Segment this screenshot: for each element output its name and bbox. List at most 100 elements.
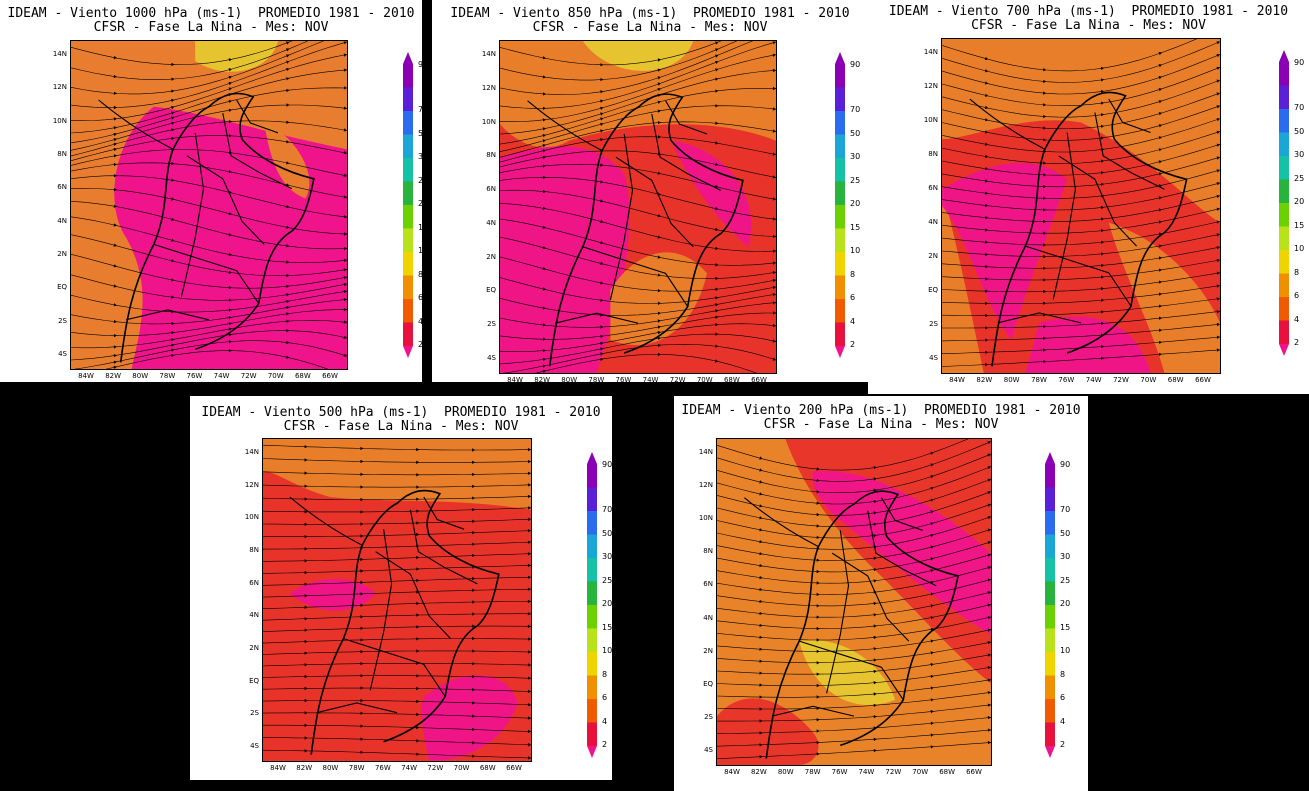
lat-tick-label: 4N bbox=[486, 218, 496, 227]
streamline-arrow bbox=[600, 106, 604, 110]
streamline-arrow bbox=[657, 288, 661, 293]
streamline-arrow bbox=[1043, 219, 1047, 224]
streamline-arrow bbox=[171, 238, 175, 242]
streamline-arrow bbox=[759, 456, 763, 460]
streamline-arrow bbox=[304, 582, 308, 586]
streamline-arrow bbox=[600, 163, 604, 167]
streamline-arrow bbox=[171, 178, 175, 182]
streamline-arrow bbox=[1216, 156, 1220, 160]
lon-tick-label: 78W bbox=[588, 376, 605, 384]
streamline-arrow bbox=[304, 698, 308, 703]
streamline-arrow bbox=[985, 105, 989, 110]
colorbar-segment bbox=[1279, 320, 1289, 344]
streamline-arrow bbox=[228, 233, 232, 237]
streamline-arrow bbox=[772, 217, 776, 221]
streamline-arrow bbox=[600, 352, 604, 356]
panel-title-line1: IDEAM - Viento 700 hPa (ms-1) PROMEDIO 1… bbox=[888, 4, 1289, 19]
colorbar-segment bbox=[587, 699, 597, 723]
streamline-arrow bbox=[360, 459, 364, 464]
streamline-arrow bbox=[542, 149, 546, 153]
streamline-arrow bbox=[1043, 161, 1047, 165]
streamline-arrow bbox=[715, 77, 719, 81]
streamline-arrow bbox=[542, 337, 546, 341]
streamline-arrow bbox=[527, 506, 531, 510]
streamline-arrow bbox=[759, 659, 763, 663]
streamline-arrow bbox=[228, 58, 232, 62]
streamline-arrow bbox=[600, 122, 604, 126]
streamline-arrow bbox=[873, 692, 877, 696]
streamline-arrow bbox=[304, 628, 308, 632]
streamline-arrow bbox=[715, 263, 719, 267]
streamline-arrow bbox=[542, 357, 546, 362]
streamline-arrow bbox=[1158, 304, 1163, 308]
wind-speed-contour bbox=[942, 39, 1220, 223]
streamline-arrow bbox=[527, 756, 531, 760]
streamline-arrow bbox=[527, 676, 531, 680]
streamline-arrow bbox=[171, 128, 175, 132]
streamline bbox=[263, 638, 531, 644]
streamline-arrow bbox=[930, 463, 934, 467]
streamline-arrow bbox=[1158, 340, 1163, 344]
streamline-arrow bbox=[171, 353, 175, 358]
streamline-arrow bbox=[715, 89, 719, 93]
streamline-arrow bbox=[360, 638, 364, 642]
lat-tick-label: 10N bbox=[698, 514, 713, 523]
lat-tick-label: 12N bbox=[481, 83, 496, 92]
colorbar-label: 50 bbox=[1294, 126, 1305, 136]
colorbar-label: 30 bbox=[850, 152, 861, 161]
streamline-arrow bbox=[987, 641, 991, 645]
streamline-arrow bbox=[113, 345, 117, 349]
lon-tick-label: 72W bbox=[669, 376, 686, 384]
streamline-arrow bbox=[286, 273, 290, 278]
streamline-arrow bbox=[416, 601, 420, 606]
streamline-arrow bbox=[228, 349, 232, 353]
colorbar-segment bbox=[1045, 652, 1055, 676]
streamline bbox=[71, 41, 347, 108]
map-canvas bbox=[71, 41, 347, 369]
streamline-arrow bbox=[985, 350, 989, 354]
colorbar-svg bbox=[587, 452, 597, 758]
streamline-arrow bbox=[304, 497, 308, 501]
streamline-arrow bbox=[1101, 321, 1105, 326]
lon-tick-label: 74W bbox=[401, 764, 418, 772]
colorbar-segment bbox=[1045, 699, 1055, 723]
streamline-arrow bbox=[873, 522, 877, 526]
streamline-arrow bbox=[1043, 196, 1047, 200]
streamline-arrow bbox=[542, 92, 546, 96]
streamline-arrow bbox=[759, 552, 763, 556]
streamline-arrow bbox=[286, 54, 290, 58]
admin-border bbox=[180, 132, 205, 297]
lat-tick-label: 8N bbox=[703, 547, 713, 556]
lat-tick-label: 2S bbox=[929, 320, 938, 328]
colorbar-svg bbox=[403, 52, 413, 358]
panel-title-line1: IDEAM - Viento 200 hPa (ms-1) PROMEDIO 1… bbox=[681, 403, 1081, 418]
streamline bbox=[717, 503, 991, 539]
streamline-arrow bbox=[715, 141, 719, 145]
streamline-arrow bbox=[360, 557, 364, 562]
panel-title-line2: CFSR - Fase La Nina - Mes: NOV bbox=[971, 18, 1206, 33]
streamline-arrow bbox=[985, 326, 989, 330]
streamline-arrow bbox=[1101, 252, 1105, 256]
streamline-arrow bbox=[286, 244, 290, 248]
streamline bbox=[71, 41, 309, 80]
streamline-arrow bbox=[542, 106, 546, 110]
streamline bbox=[717, 453, 991, 494]
streamline-arrow bbox=[343, 246, 347, 251]
streamline-arrow bbox=[171, 331, 175, 335]
streamline-arrow bbox=[657, 76, 661, 80]
streamline-arrow bbox=[759, 480, 763, 484]
streamline bbox=[71, 135, 347, 161]
streamline-arrow bbox=[657, 319, 661, 323]
streamline-arrow bbox=[113, 284, 117, 288]
streamline-arrow bbox=[759, 743, 763, 747]
streamline-arrow bbox=[304, 471, 308, 475]
colorbar-label: 6 bbox=[1060, 693, 1066, 702]
streamline bbox=[942, 156, 1220, 188]
colorbar-segment bbox=[1045, 675, 1055, 699]
streamline-arrow bbox=[1216, 284, 1220, 288]
streamline-arrow bbox=[1158, 280, 1163, 284]
colorbar-segment bbox=[587, 722, 597, 746]
streamline-arrow bbox=[113, 74, 117, 79]
streamline-arrow bbox=[759, 563, 763, 568]
streamline bbox=[717, 629, 991, 652]
